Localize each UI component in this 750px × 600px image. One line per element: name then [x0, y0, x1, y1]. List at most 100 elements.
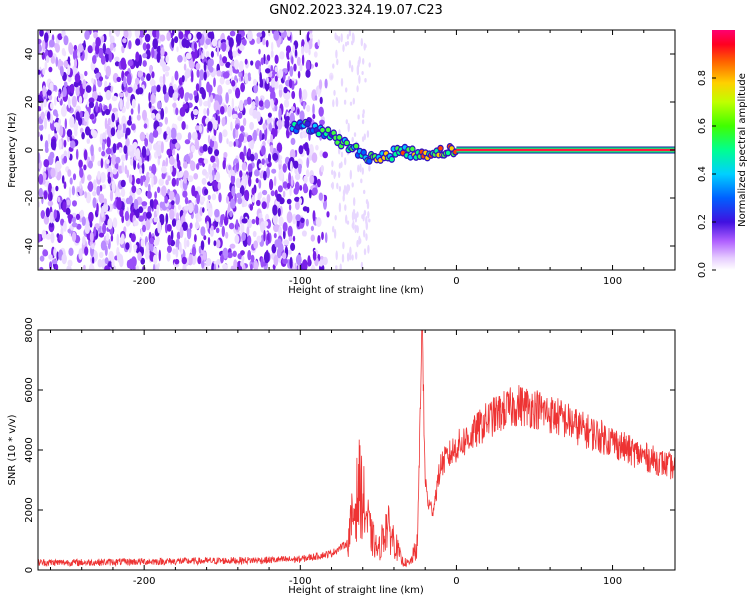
heatmap-noise-cell: [178, 242, 182, 252]
heatmap-noise-cell: [198, 125, 203, 133]
heatmap-noise-cell: [240, 250, 245, 256]
heatmap-noise-cell: [50, 102, 54, 110]
heatmap-noise-cell: [242, 117, 247, 127]
heatmap-noise-cell: [178, 87, 184, 95]
heatmap-noise-cell: [69, 135, 73, 142]
heatmap-noise-cell: [289, 149, 296, 160]
heatmap-noise-cell: [279, 51, 285, 60]
heatmap-noise-cell: [104, 257, 109, 265]
heatmap-noise-cell: [48, 94, 53, 101]
heatmap-noise-cell: [139, 131, 146, 142]
heatmap-noise-cell: [128, 174, 133, 184]
heatmap-noise-cell: [292, 235, 296, 242]
heatmap-noise-cell: [217, 182, 221, 191]
heatmap-noise-cell: [247, 235, 252, 246]
heatmap-noise-cell: [177, 159, 181, 170]
heatmap-noise-cell: [174, 70, 179, 81]
heatmap-noise-cell: [278, 87, 283, 98]
heatmap-noise-cell: [152, 263, 156, 270]
heatmap-noise-cell: [191, 131, 198, 141]
heatmap-noise-cell: [40, 101, 44, 111]
heatmap-noise-cell: [287, 60, 290, 72]
heatmap-noise-cell: [170, 230, 174, 241]
heatmap-noise-cell: [65, 207, 71, 215]
heatmap-noise-cell: [354, 216, 358, 223]
heatmap-noise-cell: [160, 141, 164, 154]
heatmap-noise-cell: [228, 141, 233, 148]
heatmap-noise-cell: [318, 106, 324, 117]
heatmap-noise-cell: [332, 225, 335, 233]
heatmap-noise-cell: [54, 96, 57, 106]
heatmap-noise-cell: [87, 174, 92, 181]
heatmap-noise-cell: [142, 224, 146, 233]
heatmap-noise-cell: [94, 223, 100, 229]
heatmap-noise-cell: [228, 222, 235, 230]
heatmap-noise-cell: [270, 134, 274, 143]
heatmap-noise-cell: [335, 49, 338, 59]
heatmap-noise-cell: [240, 82, 246, 93]
heatmap-noise-cell: [238, 71, 243, 78]
heatmap-noise-cell: [140, 257, 145, 265]
heatmap-noise-cell: [76, 223, 82, 230]
heatmap-noise-cell: [290, 137, 296, 145]
heatmap-noise-cell: [152, 129, 159, 138]
heatmap-noise-cell: [103, 198, 108, 205]
heatmap-noise-cell: [138, 215, 144, 222]
heatmap-noise-cell: [67, 64, 71, 76]
heatmap-noise-cell: [117, 191, 121, 198]
heatmap-noise-cell: [279, 30, 285, 33]
heatmap-noise-cell: [303, 42, 310, 54]
heatmap-noise-cell: [179, 226, 184, 239]
heatmap-noise-cell: [184, 92, 191, 99]
heatmap-noise-cell: [49, 82, 54, 93]
heatmap-noise-cell: [313, 51, 318, 58]
heatmap-noise-cell: [106, 159, 110, 165]
heatmap-noise-cell: [260, 57, 264, 66]
heatmap-noise-cell: [98, 47, 104, 59]
heatmap-noise-cell: [166, 252, 171, 262]
heatmap-noise-cell: [301, 45, 305, 56]
heatmap-noise-cell: [214, 208, 220, 218]
heatmap-noise-cell: [181, 256, 187, 265]
heatmap-noise-cell: [272, 152, 279, 161]
heatmap-noise-cell: [101, 35, 105, 43]
heatmap-noise-cell: [216, 70, 222, 77]
heatmap-noise-cell: [271, 168, 277, 174]
heatmap-noise-cell: [274, 75, 278, 82]
heatmap-noise-cell: [68, 43, 74, 55]
heatmap-noise-cell: [220, 106, 225, 115]
heatmap-noise-cell: [149, 165, 152, 172]
heatmap-noise-cell: [310, 234, 315, 242]
heatmap-noise-cell: [134, 30, 141, 39]
heatmap-noise-cell: [98, 76, 104, 82]
heatmap-noise-cell: [231, 50, 237, 58]
heatmap-noise-cell: [300, 217, 305, 224]
heatmap-noise-cell: [223, 151, 228, 158]
heatmap-noise-cell: [200, 226, 206, 237]
heatmap-noise-cell: [181, 38, 188, 48]
heatmap-noise-cell: [266, 54, 271, 62]
heatmap-noise-cell: [125, 220, 130, 227]
y-tick-label: 4000: [24, 437, 35, 462]
heatmap-noise-cell: [174, 193, 180, 205]
heatmap-noise-cell: [104, 80, 108, 88]
heatmap-noise-cell: [230, 121, 233, 131]
heatmap-noise-cell: [342, 44, 345, 53]
heatmap-noise-cell: [89, 221, 93, 228]
heatmap-noise-cell: [164, 195, 169, 204]
heatmap-noise-cell: [138, 31, 145, 38]
heatmap-noise-cell: [126, 73, 132, 86]
heatmap-noise-cell: [261, 145, 266, 156]
heatmap-noise-cell: [198, 47, 202, 56]
heatmap-noise-cell: [363, 189, 366, 195]
heatmap-noise-cell: [239, 266, 243, 270]
heatmap-noise-cell: [343, 99, 347, 105]
heatmap-noise-cell: [38, 38, 42, 45]
heatmap-noise-cell: [79, 209, 85, 219]
heatmap-noise-cell: [77, 43, 84, 53]
heatmap-noise-cell: [75, 85, 80, 97]
heatmap-noise-cell: [123, 75, 127, 88]
heatmap-noise-cell: [231, 98, 234, 110]
heatmap-noise-cell: [282, 163, 287, 173]
heatmap-noise-cell: [351, 40, 354, 46]
